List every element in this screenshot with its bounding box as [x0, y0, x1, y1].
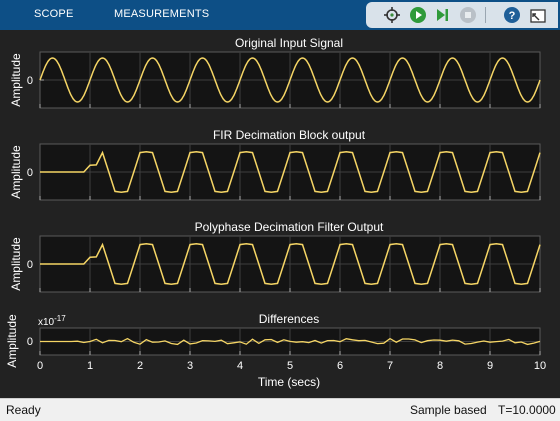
toolbar-divider — [485, 7, 486, 23]
stop-icon[interactable] — [458, 5, 478, 25]
top-toolstrip: SCOPE MEASUREMENTS — [0, 0, 560, 30]
x-tick-label: 3 — [187, 360, 193, 372]
plot-title: FIR Decimation Block output — [213, 128, 366, 142]
y-axis-label: Amplitude — [5, 314, 19, 368]
plot-panel-fir-decimation: FIR Decimation Block output Amplitude 0 — [9, 128, 541, 201]
plot-panel-differences: Differences x10-17 Amplitude 0 — [5, 312, 541, 368]
status-bar: Ready Sample based T=10.0000 — [0, 398, 560, 421]
undock-icon[interactable] — [528, 5, 548, 25]
grid-lines — [40, 236, 540, 292]
x-tick-labels: 0 1 2 3 4 5 6 7 8 9 10 — [37, 360, 546, 372]
y-tick-label: 0 — [27, 259, 33, 271]
y-tick-label: 0 — [27, 336, 33, 348]
signal-trace — [40, 242, 541, 285]
x-tick-label: 2 — [137, 360, 143, 372]
x-tick-label: 5 — [287, 360, 293, 372]
y-axis-label: Amplitude — [9, 237, 23, 291]
x-tick-label: 1 — [87, 360, 93, 372]
simulation-time: T=10.0000 — [498, 403, 556, 417]
y-tick-label: 0 — [27, 167, 33, 179]
svg-text:?: ? — [509, 10, 516, 22]
x-tick-label: 7 — [387, 360, 393, 372]
x-tick-label: 8 — [437, 360, 443, 372]
x-tick-label: 6 — [337, 360, 343, 372]
run-icon[interactable] — [408, 5, 428, 25]
x-tick-label: 4 — [237, 360, 243, 372]
x-axis-label: Time (secs) — [258, 375, 320, 389]
grid-lines — [40, 328, 540, 355]
block-highlight-icon[interactable] — [382, 5, 402, 25]
y-axis-label: Amplitude — [9, 53, 23, 107]
help-icon[interactable]: ? — [502, 5, 522, 25]
signal-trace — [40, 337, 541, 346]
x-tick-label: 0 — [37, 360, 43, 372]
plot-panel-original-input: Original Input Signal Amplitude 0 — [9, 36, 541, 109]
step-forward-icon[interactable] — [432, 5, 452, 25]
plot-title: Differences — [259, 312, 319, 326]
y-exponent-label: x10-17 — [38, 314, 66, 328]
signal-trace — [39, 57, 541, 103]
status-text: Ready — [6, 403, 41, 417]
x-tick-label: 9 — [487, 360, 493, 372]
scope-display: Original Input Signal Amplitude 0 FIR De… — [0, 30, 560, 398]
x-tick-label: 10 — [534, 360, 546, 372]
quick-access-toolbar: ? — [366, 2, 558, 28]
y-tick-label: 0 — [27, 75, 33, 87]
signal-trace — [40, 150, 541, 193]
sample-mode: Sample based — [410, 403, 487, 417]
plot-title: Original Input Signal — [235, 36, 343, 50]
tab-measurements[interactable]: MEASUREMENTS — [114, 8, 210, 20]
tab-scope[interactable]: SCOPE — [34, 8, 74, 20]
plot-title: Polyphase Decimation Filter Output — [195, 220, 384, 234]
y-axis-label: Amplitude — [9, 145, 23, 199]
plot-panel-polyphase-decimation: Polyphase Decimation Filter Output Ampli… — [9, 220, 541, 293]
